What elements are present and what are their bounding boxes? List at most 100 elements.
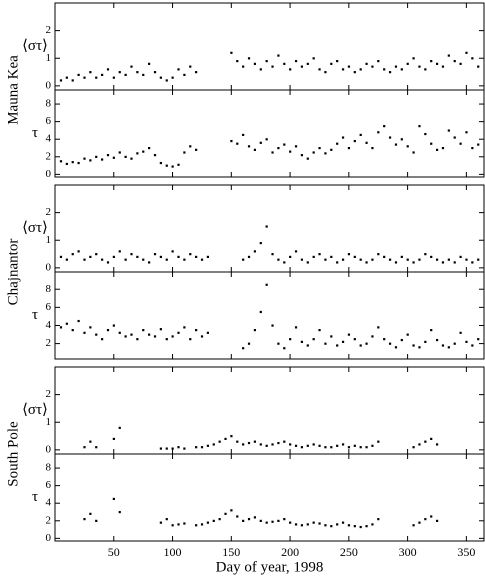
data-point [106, 261, 110, 264]
y-tick-label: 6 [46, 479, 52, 491]
data-point [89, 71, 92, 74]
data-point [453, 261, 456, 264]
data-point [265, 138, 268, 141]
data-point [283, 143, 286, 146]
data-point [153, 71, 157, 74]
data-point [289, 443, 292, 446]
y-tick-label: 2 [46, 150, 52, 162]
data-point [236, 440, 239, 443]
x-tick-label: 300 [399, 545, 417, 559]
data-point [101, 73, 104, 77]
data-point [177, 255, 180, 259]
data-point [195, 71, 198, 74]
data-point [253, 516, 257, 519]
data-point [365, 525, 368, 528]
data-point [306, 344, 309, 347]
y-tick-label: 0 [46, 532, 52, 544]
data-point [177, 331, 180, 334]
data-point [253, 250, 257, 253]
data-point [153, 335, 157, 338]
data-point [259, 68, 262, 71]
data-point [118, 71, 121, 74]
data-point [294, 145, 298, 148]
data-point [236, 60, 239, 63]
data-point [130, 157, 133, 160]
data-point [371, 258, 374, 261]
data-point [447, 258, 450, 261]
data-point [330, 335, 333, 338]
data-point [171, 447, 174, 450]
data-point [459, 331, 462, 334]
data-point [341, 340, 345, 343]
data-point [277, 54, 280, 57]
data-point [230, 51, 233, 54]
data-point [365, 446, 368, 449]
data-point [359, 344, 362, 347]
data-point [394, 143, 398, 146]
data-point [71, 161, 74, 164]
data-point [171, 165, 174, 168]
data-point [253, 62, 257, 65]
data-point [159, 76, 162, 79]
data-point [435, 443, 439, 446]
data-point [359, 258, 362, 261]
data-point [183, 73, 186, 77]
data-point [424, 253, 427, 256]
data-point [148, 62, 151, 65]
data-point [65, 162, 68, 166]
data-point [383, 255, 386, 259]
data-point [294, 523, 298, 526]
data-point [171, 335, 174, 338]
data-point [312, 57, 315, 60]
data-point [312, 151, 315, 154]
data-point [289, 521, 292, 524]
data-point [377, 440, 380, 443]
data-point [318, 522, 321, 525]
data-point [324, 446, 327, 449]
data-point [371, 65, 374, 68]
data-point [312, 521, 315, 524]
data-point [200, 523, 204, 526]
y-tick-label: 2 [46, 337, 52, 349]
data-point [435, 148, 439, 151]
data-point [465, 340, 468, 343]
data-point [101, 338, 104, 341]
data-point [371, 335, 374, 338]
data-point [324, 524, 327, 527]
data-point [277, 441, 280, 445]
data-point [365, 342, 368, 345]
panel-frame [54, 453, 485, 542]
data-point [189, 65, 192, 68]
y-tick-label: 2 [46, 388, 52, 400]
data-point [318, 147, 321, 150]
data-point [271, 65, 274, 68]
x-tick-label: 200 [281, 545, 299, 559]
data-point [424, 440, 427, 443]
x-axis-label: Day of year, 1998 [216, 559, 324, 575]
data-point [271, 151, 274, 154]
data-point [224, 437, 227, 441]
data-point [471, 344, 474, 347]
data-point [336, 444, 339, 447]
data-point [112, 255, 115, 259]
data-point [124, 258, 127, 261]
data-point [124, 73, 127, 77]
data-point [77, 250, 80, 253]
data-point [106, 68, 110, 71]
data-point [283, 347, 286, 350]
data-point [265, 521, 268, 524]
data-point [430, 515, 433, 518]
data-point [459, 62, 462, 65]
data-point [330, 525, 333, 528]
data-point [289, 68, 292, 71]
data-point [359, 68, 362, 71]
data-point [412, 446, 415, 449]
data-point [106, 329, 110, 332]
data-point [453, 342, 456, 345]
data-point [388, 342, 392, 345]
data-point [159, 161, 162, 165]
data-point [394, 346, 398, 349]
data-point [477, 338, 480, 341]
data-point [441, 147, 445, 150]
data-point [177, 163, 180, 166]
